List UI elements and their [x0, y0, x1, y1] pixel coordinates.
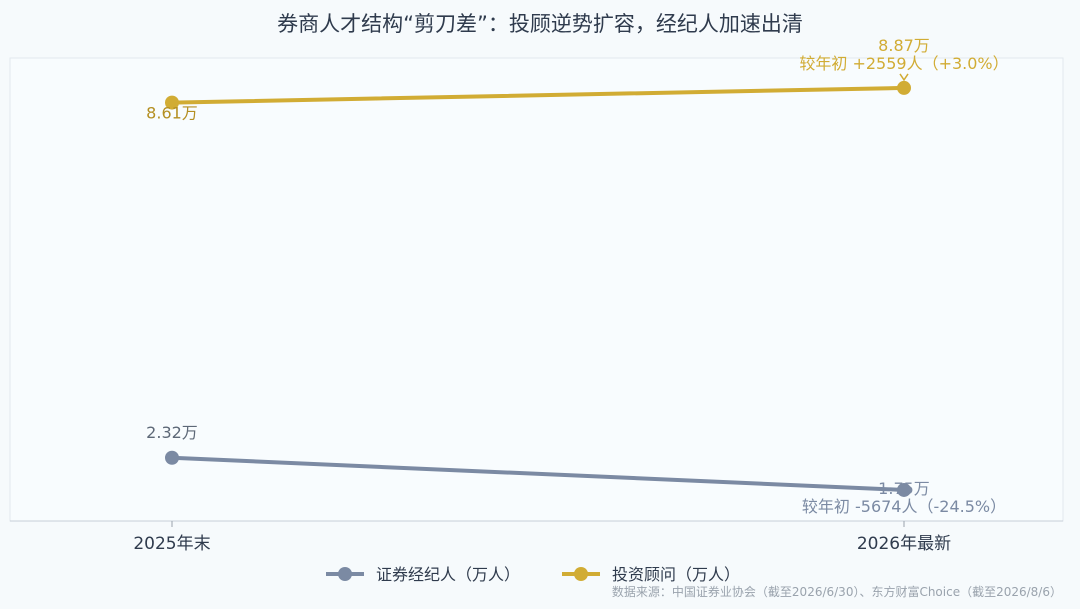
legend-marker-advisors — [574, 567, 588, 581]
data-label: 2.32万 — [146, 423, 198, 442]
source-note: 数据来源：中国证券业协会（截至2026/6/30）、东方财富Choice（截至2… — [612, 584, 1062, 599]
x-tick-label: 2025年末 — [133, 534, 210, 554]
change-annotation: 较年初 +2559人（+3.0%） — [799, 54, 1008, 73]
series-line-advisors — [170, 85, 906, 105]
series-line-brokers — [170, 455, 906, 492]
plot-area — [9, 57, 1064, 522]
data-label: 1.75万 — [878, 479, 930, 498]
legend-marker-brokers — [338, 567, 352, 581]
data-label: 8.87万 — [878, 36, 930, 55]
data-point-advisors — [165, 95, 179, 110]
x-tick-label: 2026年最新 — [857, 534, 951, 554]
legend-label-advisors: 投资顾问（万人） — [612, 565, 740, 584]
change-annotation: 较年初 -5674人（-24.5%） — [802, 497, 1006, 516]
data-point-brokers — [897, 482, 911, 497]
data-point-brokers — [165, 450, 179, 465]
legend-item-brokers[interactable]: 证券经纪人（万人） — [326, 565, 520, 584]
chart-title: 券商人才结构“剪刀差”：投顾逆势扩容，经纪人加速出清 — [277, 12, 803, 36]
data-point-advisors — [897, 80, 911, 95]
legend-label-brokers: 证券经纪人（万人） — [376, 565, 520, 584]
data-label: 8.61万 — [146, 104, 198, 123]
legend-item-advisors[interactable]: 投资顾问（万人） — [562, 565, 740, 584]
annotation-arrow — [899, 73, 909, 82]
legend: 证券经纪人（万人） 投资顾问（万人） — [326, 565, 740, 584]
